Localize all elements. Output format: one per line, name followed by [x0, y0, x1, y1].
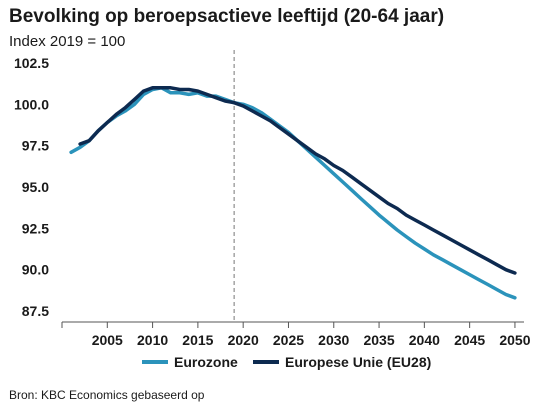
- legend-label: Europese Unie (EU28): [285, 354, 431, 370]
- y-tick-label: 92.5: [22, 220, 49, 236]
- series-line-eu28: [78, 86, 517, 275]
- x-tick-label: 2020: [228, 332, 259, 348]
- x-tick-label: 2050: [499, 332, 530, 348]
- x-tick-label: 2035: [363, 332, 394, 348]
- x-tick-label: 2040: [409, 332, 440, 348]
- x-tick-label: 2025: [273, 332, 304, 348]
- x-tick-label: 2045: [454, 332, 485, 348]
- x-tick-label: 2030: [318, 332, 349, 348]
- legend-label: Eurozone: [174, 354, 238, 370]
- x-tick-label: 2015: [182, 332, 213, 348]
- legend: Eurozone Europese Unie (EU28): [142, 354, 431, 370]
- series-line-eurozone: [69, 86, 517, 300]
- y-tick-label: 87.5: [22, 303, 49, 319]
- chart-subtitle: Index 2019 = 100: [9, 33, 126, 50]
- y-tick-label: 102.5: [14, 55, 49, 71]
- y-tick-label: 97.5: [22, 138, 49, 154]
- x-tick-label: 2010: [137, 332, 168, 348]
- x-axis: 2005 2010 2015 2020 2025 2030 2035 2040 2045 2050: [61, 321, 531, 348]
- chart-title: Bevolking op beroepsactieve leeftijd (20…: [9, 6, 445, 27]
- x-tick-label: 2005: [92, 332, 123, 348]
- y-tick-label: 95.0: [22, 179, 49, 195]
- y-axis-ticks: 102.5 100.0 97.5 95.0 92.5 90.0 87.5: [14, 55, 49, 319]
- y-tick-label: 90.0: [22, 262, 49, 278]
- series-lines: [69, 86, 517, 300]
- source-note: Bron: KBC Economics gebaseerd op: [9, 388, 205, 402]
- y-tick-label: 100.0: [14, 96, 49, 112]
